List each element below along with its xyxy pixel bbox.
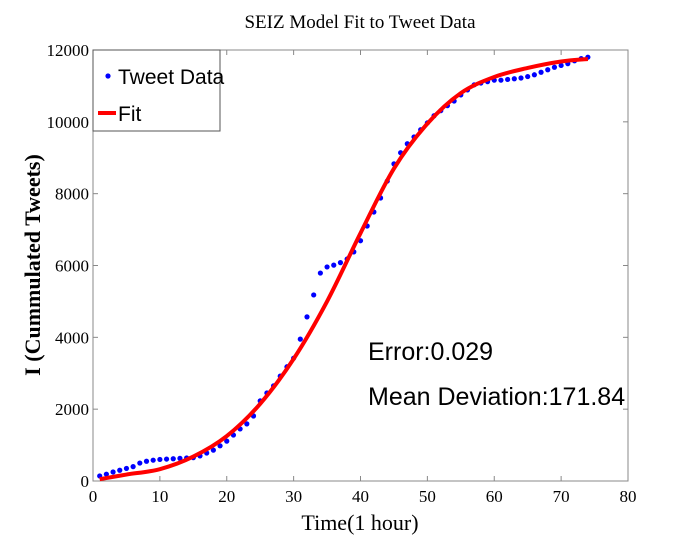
y-tick-label: 10000: [47, 113, 90, 132]
x-tick-label: 10: [151, 487, 168, 506]
annotation-mean-deviation: Mean Deviation:171.84: [368, 383, 625, 411]
tweet-data-point: [143, 458, 150, 464]
y-tick-label: 8000: [55, 185, 89, 204]
legend-fit-label: Fit: [118, 103, 141, 126]
tweet-data-point: [117, 467, 123, 473]
tweet-data-point: [150, 457, 156, 463]
fit-line: [99, 56, 589, 482]
tweet-data-point: [103, 471, 109, 477]
tweet-data-point: [163, 456, 170, 462]
tweet-data-point: [324, 264, 330, 270]
tweet-data-point: [311, 292, 317, 298]
legend-box: [92, 49, 221, 132]
y-tick-label: 0: [81, 472, 90, 491]
annotation-error: Error:0.029: [368, 338, 493, 366]
y-tick-label: 2000: [55, 400, 89, 419]
axis-ticks: 0 10 20 30 40 50 60 70 80 0 2000 4000 6000 8000 10000 1…: [47, 41, 637, 506]
x-tick-label: 30: [285, 487, 302, 506]
chart-title: SEIZ Model Fit to Tweet Data: [244, 12, 476, 33]
y-axis-label: I (Cummulated Tweets): [20, 154, 45, 376]
tweet-data-point: [170, 456, 176, 462]
x-tick-label: 20: [218, 487, 235, 506]
tweet-data-point: [331, 262, 337, 268]
tweet-data-point: [511, 76, 517, 82]
tweet-data-point: [130, 464, 136, 470]
x-tick-label: 50: [419, 487, 436, 506]
x-tick-label: 80: [620, 487, 637, 506]
tweet-data-point: [538, 69, 544, 75]
tweet-data-point: [525, 73, 531, 80]
tweet-data-point: [210, 447, 216, 453]
tweet-data-point: [551, 64, 558, 70]
data-marks: [97, 54, 591, 482]
tweet-data-point: [224, 438, 230, 444]
tweet-data-point: [217, 443, 223, 449]
tweet-data-point: [558, 62, 564, 69]
y-tick-label: 6000: [55, 257, 89, 276]
tweet-data-point: [498, 77, 504, 83]
x-tick-label: 40: [352, 487, 369, 506]
tweet-data-point: [110, 469, 116, 475]
y-tick-label: 12000: [47, 41, 90, 60]
x-tick-label: 70: [553, 487, 570, 506]
tweet-data-point: [177, 455, 183, 461]
tweet-data-point: [545, 67, 551, 73]
tweet-data-point: [531, 72, 537, 78]
legend-tweet-data-label: Tweet Data: [118, 66, 225, 89]
legend-tweet-data-marker: [105, 73, 111, 79]
tweet-data-point: [317, 270, 323, 276]
legend: Tweet Data Fit: [92, 49, 225, 132]
tweet-data-point: [244, 421, 250, 427]
tweet-data-point: [337, 260, 344, 266]
tweet-data-point: [505, 76, 511, 83]
tweet-data-point: [123, 465, 130, 472]
tweet-data-point: [297, 336, 303, 342]
x-tick-label: 0: [89, 487, 98, 506]
x-axis-label: Time(1 hour): [301, 510, 418, 535]
x-tick-label: 60: [486, 487, 503, 506]
y-tick-label: 4000: [55, 328, 89, 347]
tweet-data-point: [304, 314, 310, 320]
tweet-data-point: [518, 75, 524, 81]
tweet-data-point: [137, 460, 143, 466]
tweet-data-point: [157, 456, 163, 463]
